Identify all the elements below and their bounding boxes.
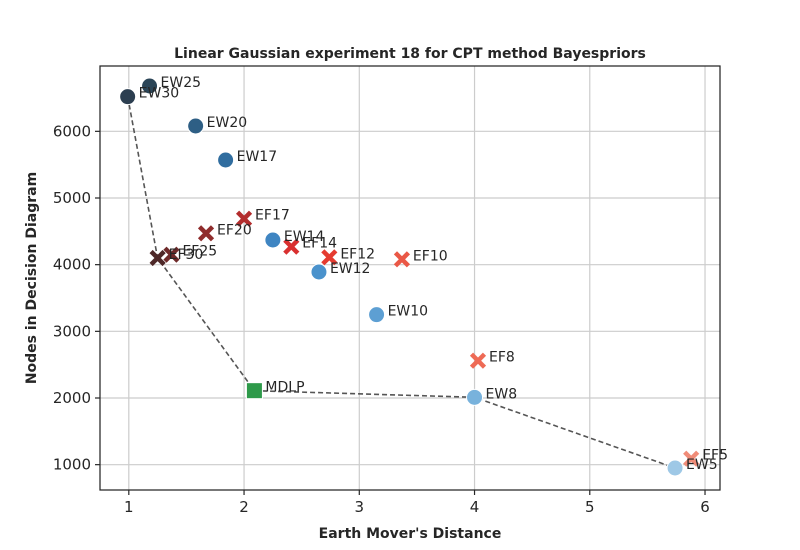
label-mdlp: MDLP: [265, 380, 304, 396]
point-ew14: [264, 231, 282, 249]
point-ew25: [141, 77, 159, 95]
point-ef10: [393, 251, 411, 268]
x-marker-stroke: [163, 246, 180, 263]
label-ew8: EW8: [486, 386, 518, 402]
label-ef20: EF20: [217, 222, 252, 238]
data-points: [119, 77, 700, 477]
x-tick-label: 4: [470, 498, 480, 516]
x-marker-stroke: [283, 238, 300, 255]
x-marker-stroke: [235, 210, 253, 227]
label-ew30: EW30: [139, 86, 180, 102]
plot-frame: [99, 65, 721, 491]
point-ef14: [283, 238, 300, 255]
point-ew20: [187, 117, 205, 135]
label-ew20: EW20: [207, 115, 248, 131]
y-tick-label: 6000: [53, 122, 91, 140]
y-tick-label: 2000: [53, 389, 91, 407]
x-tick-label: 5: [585, 498, 595, 516]
label-ew10: EW10: [388, 304, 429, 320]
pareto-front-polyline: [126, 96, 676, 469]
point-ef5: [683, 450, 700, 467]
y-axis-ticks: 1000 2000 3000 4000 5000 6000: [53, 122, 100, 474]
point-ew5: [666, 459, 684, 477]
label-ew5: EW5: [686, 457, 718, 473]
label-ef17: EF17: [255, 208, 290, 224]
point-ew17: [217, 151, 235, 169]
point-ef17: [235, 210, 253, 227]
point-ew30: [119, 88, 137, 106]
label-ef14: EF14: [302, 236, 337, 252]
y-tick-label: 1000: [53, 456, 91, 474]
y-tick-label: 4000: [53, 256, 91, 274]
y-axis-label: Nodes in Decision Diagram: [24, 172, 40, 384]
x-tick-label: 2: [239, 498, 249, 516]
point-mdlp: [245, 382, 263, 400]
x-axis-label: Earth Mover's Distance: [319, 526, 502, 542]
label-ew12: EW12: [330, 261, 371, 277]
y-tick-label: 5000: [53, 189, 91, 207]
chart-title: Linear Gaussian experiment 18 for CPT me…: [174, 46, 646, 62]
x-marker-stroke: [149, 249, 166, 267]
x-axis-ticks: 1 2 3 4 5 6: [124, 490, 710, 516]
point-ef12: [321, 249, 338, 266]
x-tick-label: 3: [355, 498, 365, 516]
x-tick-label: 6: [700, 498, 710, 516]
x-marker-stroke: [321, 249, 338, 266]
x-marker-stroke: [393, 251, 411, 268]
y-tick-label: 3000: [53, 322, 91, 340]
x-marker-stroke: [469, 352, 487, 369]
label-ew14: EW14: [284, 229, 325, 245]
point-ew8: [466, 388, 484, 406]
label-ef12: EF12: [340, 246, 375, 262]
label-ew17: EW17: [237, 149, 278, 165]
point-ef30: [149, 249, 166, 267]
x-marker-stroke: [683, 450, 700, 467]
point-ef8: [469, 352, 487, 369]
point-ef25: [163, 246, 180, 263]
point-ew10: [368, 306, 386, 324]
label-ef30: EF30: [169, 247, 204, 263]
point-ef20: [197, 225, 215, 242]
x-tick-label: 1: [124, 498, 134, 516]
label-ew25: EW25: [161, 75, 202, 91]
label-ef8: EF8: [489, 350, 515, 366]
label-ef25: EF25: [182, 244, 217, 260]
pareto-front-line: [126, 96, 676, 469]
point-ew12: [310, 263, 328, 281]
x-marker-stroke: [197, 225, 215, 242]
label-ef5: EF5: [702, 448, 728, 464]
label-ef10: EF10: [413, 248, 448, 264]
grid-lines: [100, 66, 720, 490]
